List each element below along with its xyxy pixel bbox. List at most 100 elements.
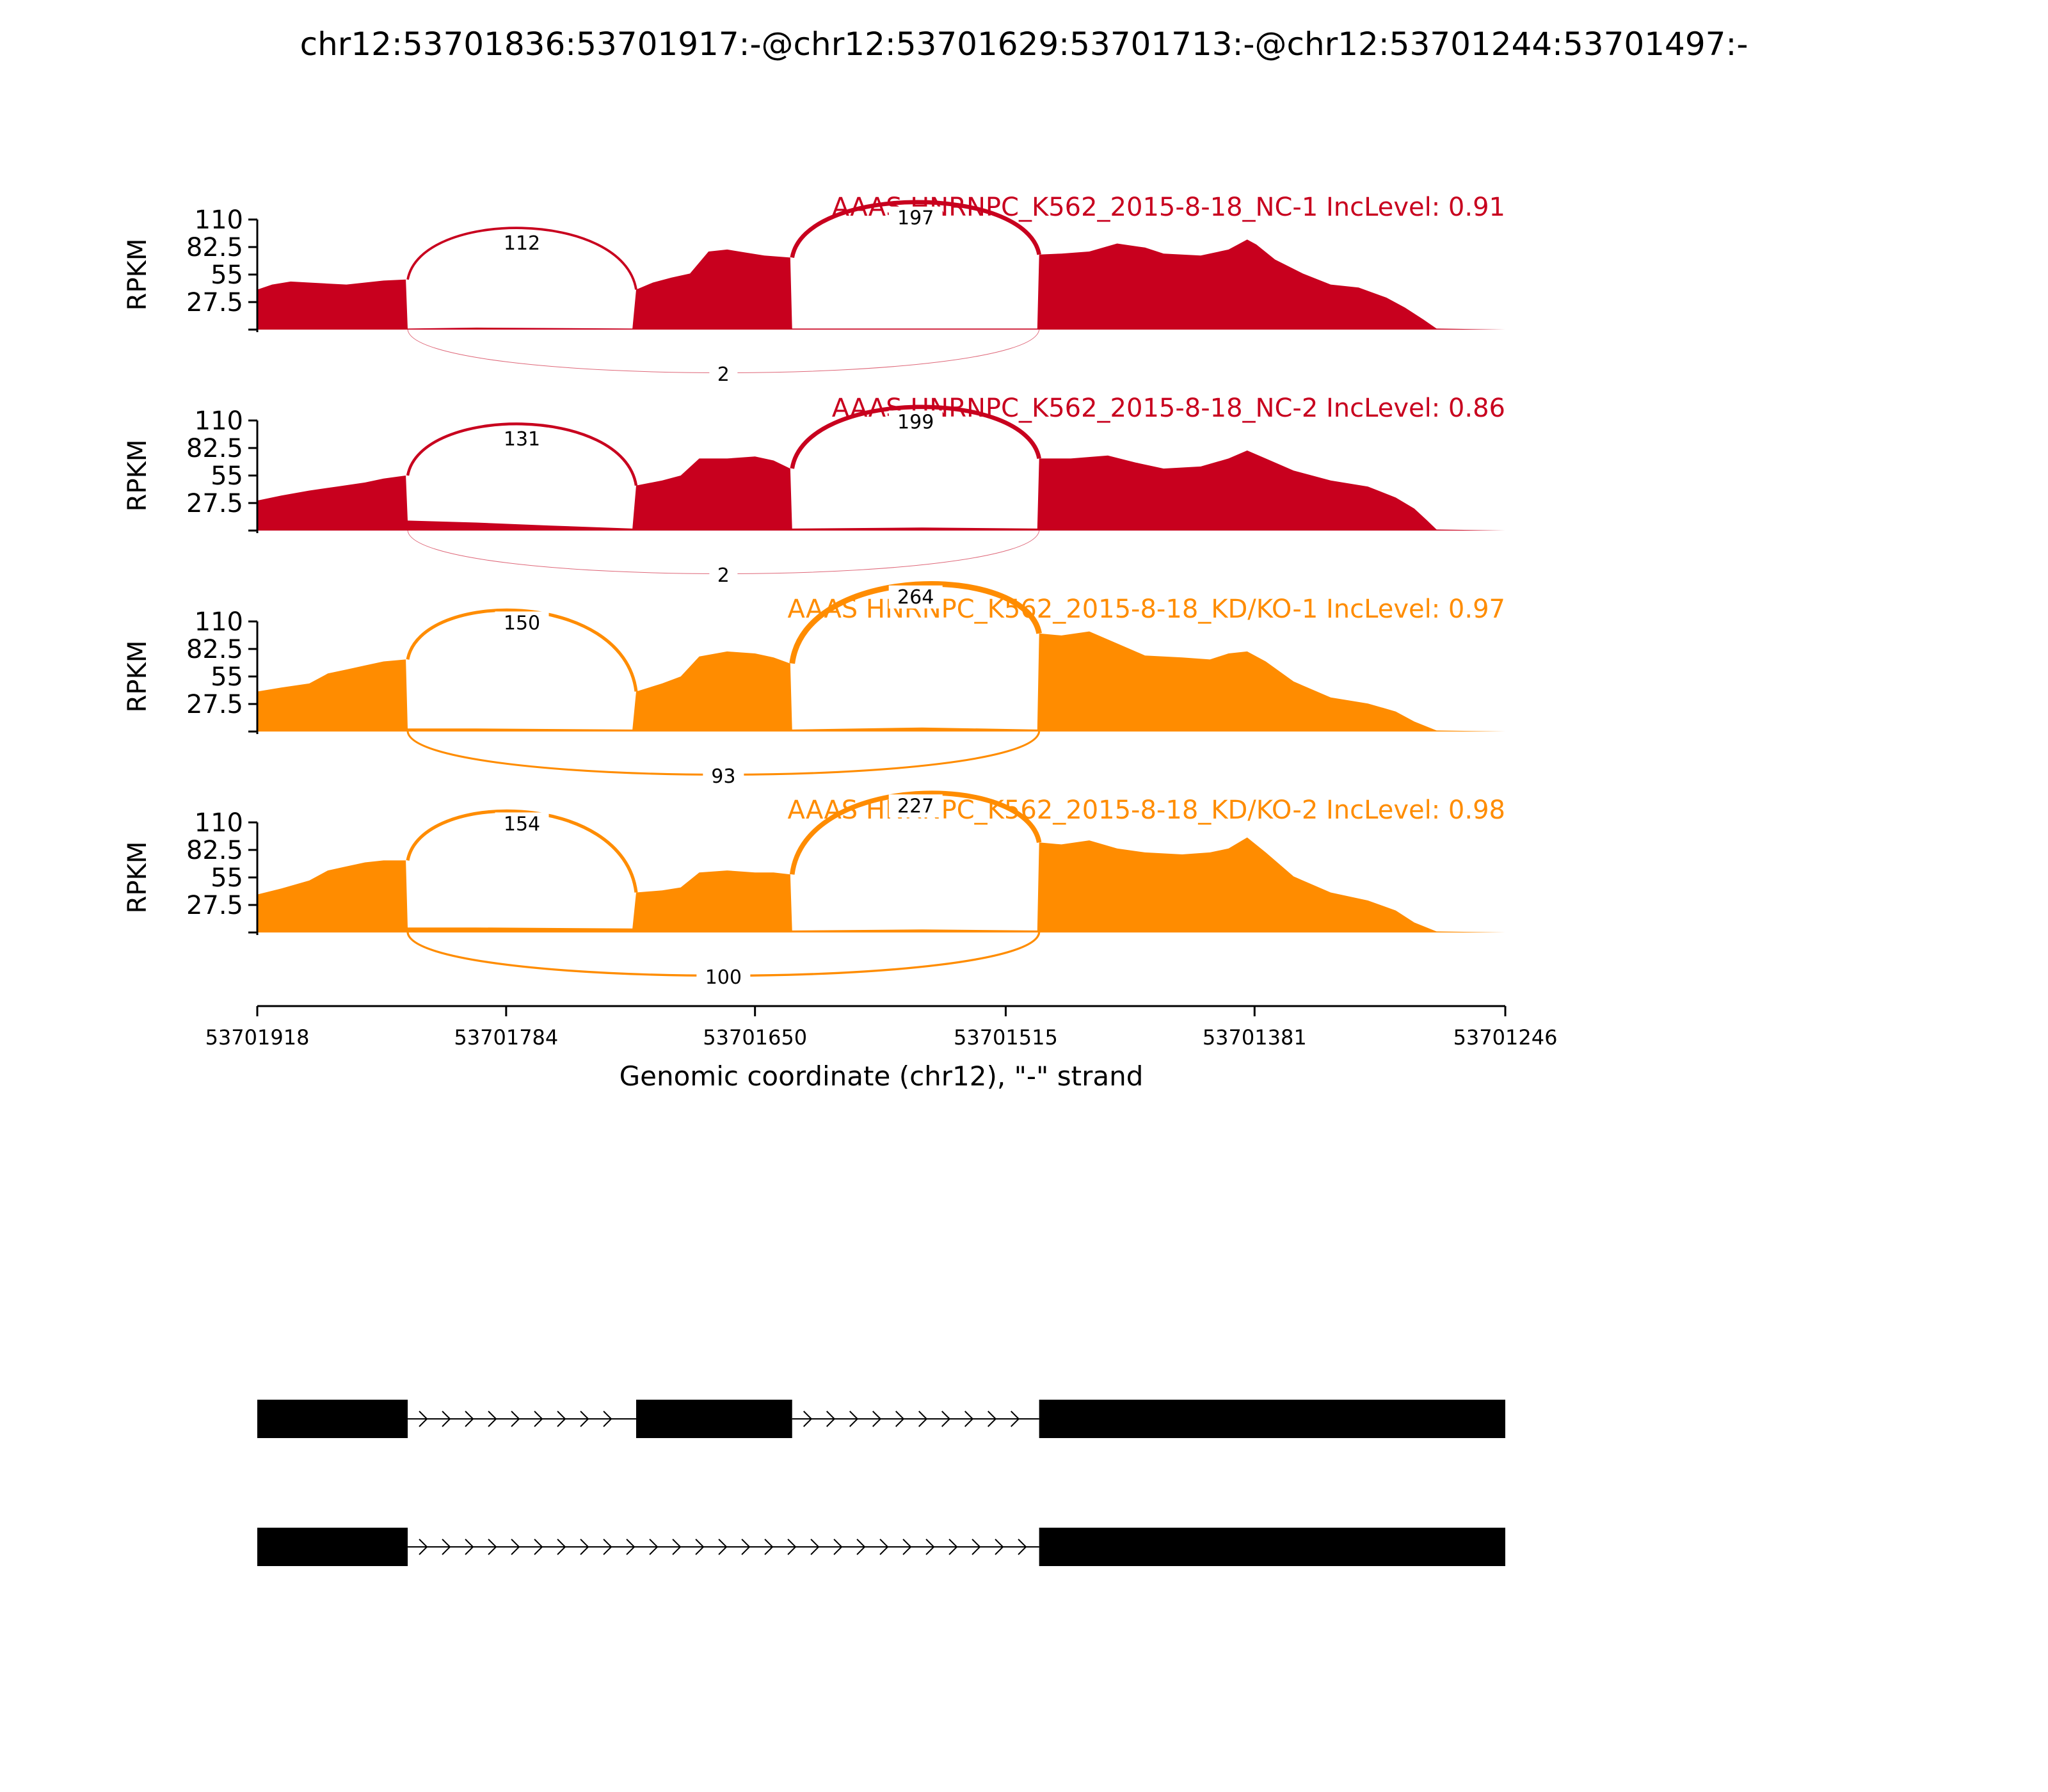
junction-count-label: 150 xyxy=(504,612,540,634)
junction-arc xyxy=(789,790,1042,875)
strand-arrow xyxy=(787,1539,797,1555)
strand-arrow xyxy=(580,1411,589,1427)
strand-arrow xyxy=(826,1411,836,1427)
strand-arrow xyxy=(488,1539,497,1555)
junction-label-bg xyxy=(495,231,549,255)
junction-label-bg xyxy=(696,966,751,989)
y-tick-label: 55 xyxy=(211,461,243,491)
coverage-area xyxy=(257,631,1505,732)
strand-arrow xyxy=(856,1539,866,1555)
strand-arrow xyxy=(534,1411,543,1427)
junction-count-label: 93 xyxy=(711,765,735,788)
junction-arc xyxy=(790,200,1041,259)
junction-label-bg xyxy=(495,812,549,836)
y-tick-label: 82.5 xyxy=(186,434,243,463)
exon-block xyxy=(257,1528,408,1566)
strand-arrow xyxy=(557,1539,566,1555)
junction-count-label: 112 xyxy=(504,232,540,255)
strand-arrow xyxy=(1011,1411,1020,1427)
y-tick-label: 27.5 xyxy=(186,690,243,719)
strand-arrow xyxy=(918,1411,928,1427)
junction-count-label: 199 xyxy=(897,411,934,433)
x-tick-label: 53701515 xyxy=(954,1025,1058,1050)
x-tick-label: 53701918 xyxy=(205,1025,310,1050)
strand-arrow xyxy=(465,1539,474,1555)
junction-count-label: 227 xyxy=(897,795,934,817)
y-tick-label: 110 xyxy=(195,406,243,436)
x-tick-label: 53701650 xyxy=(703,1025,807,1050)
strand-arrow xyxy=(895,1411,905,1427)
strand-arrow xyxy=(718,1539,728,1555)
sample-label: AAAS HNRNPC_K562_2015-8-18_NC-1 IncLevel… xyxy=(832,193,1505,222)
y-tick-label: 82.5 xyxy=(186,836,243,865)
y-tick-label: 27.5 xyxy=(186,288,243,317)
junction-count-label: 131 xyxy=(504,428,540,451)
strand-arrow xyxy=(534,1539,543,1555)
y-tick-label: 110 xyxy=(195,808,243,838)
strand-arrow xyxy=(603,1539,612,1555)
x-tick-label: 53701246 xyxy=(1453,1025,1558,1050)
strand-arrow xyxy=(948,1539,958,1555)
junction-arc xyxy=(406,422,638,486)
strand-arrow xyxy=(972,1539,981,1555)
strand-arrow xyxy=(741,1539,751,1555)
strand-arrow xyxy=(626,1539,636,1555)
y-tick-label: 27.5 xyxy=(186,489,243,518)
exon-block xyxy=(636,1400,792,1438)
junction-count-label: 2 xyxy=(717,364,730,386)
junction-arc xyxy=(406,227,637,290)
junction-label-bg xyxy=(709,564,738,587)
page-title: chr12:53701836:53701917:-@chr12:53701629… xyxy=(300,26,1748,63)
y-axis-label: RPKM xyxy=(123,641,152,713)
junction-label-bg xyxy=(495,428,549,451)
y-axis-label: RPKM xyxy=(123,842,152,914)
strand-arrow xyxy=(810,1539,820,1555)
strand-arrow xyxy=(649,1539,659,1555)
strand-arrow xyxy=(803,1411,813,1427)
strand-arrow xyxy=(580,1539,589,1555)
strand-arrow xyxy=(988,1411,997,1427)
strand-arrow xyxy=(603,1411,612,1427)
x-tick-label: 53701381 xyxy=(1203,1025,1307,1050)
strand-arrow xyxy=(465,1411,474,1427)
junction-label-bg xyxy=(495,611,549,635)
exon-block xyxy=(1039,1400,1505,1438)
y-tick-label: 110 xyxy=(195,205,243,235)
junction-label-bg xyxy=(709,363,738,386)
y-tick-label: 82.5 xyxy=(186,635,243,664)
junction-label-bg xyxy=(888,585,943,609)
strand-arrow xyxy=(925,1539,935,1555)
junction-count-label: 100 xyxy=(705,966,742,989)
strand-arrow xyxy=(442,1539,451,1555)
junction-label-bg xyxy=(888,794,943,818)
strand-arrow xyxy=(672,1539,682,1555)
junction-count-label: 197 xyxy=(897,207,934,230)
strand-arrow xyxy=(488,1411,497,1427)
y-tick-label: 110 xyxy=(195,607,243,637)
junction-label-bg xyxy=(888,410,943,434)
strand-arrow xyxy=(941,1411,951,1427)
strand-arrow xyxy=(849,1411,859,1427)
junction-arc xyxy=(789,581,1042,664)
strand-arrow xyxy=(995,1539,1004,1555)
y-tick-label: 55 xyxy=(211,260,243,290)
y-axis-label: RPKM xyxy=(123,239,152,311)
strand-arrow xyxy=(442,1411,451,1427)
y-tick-label: 55 xyxy=(211,662,243,692)
junction-label-bg xyxy=(703,765,744,788)
strand-arrow xyxy=(872,1411,882,1427)
y-tick-label: 82.5 xyxy=(186,233,243,262)
strand-arrow xyxy=(511,1411,520,1427)
strand-arrow xyxy=(1018,1539,1027,1555)
y-tick-label: 55 xyxy=(211,863,243,893)
strand-arrow xyxy=(764,1539,774,1555)
junction-count-label: 264 xyxy=(897,586,934,609)
x-axis-label: Genomic coordinate (chr12), "-" strand xyxy=(620,1060,1144,1092)
strand-arrow xyxy=(902,1539,912,1555)
strand-arrow xyxy=(695,1539,705,1555)
exon-block xyxy=(1039,1528,1505,1566)
junction-arc xyxy=(406,608,638,692)
junction-label-bg xyxy=(888,206,943,230)
junction-count-label: 2 xyxy=(717,564,730,587)
